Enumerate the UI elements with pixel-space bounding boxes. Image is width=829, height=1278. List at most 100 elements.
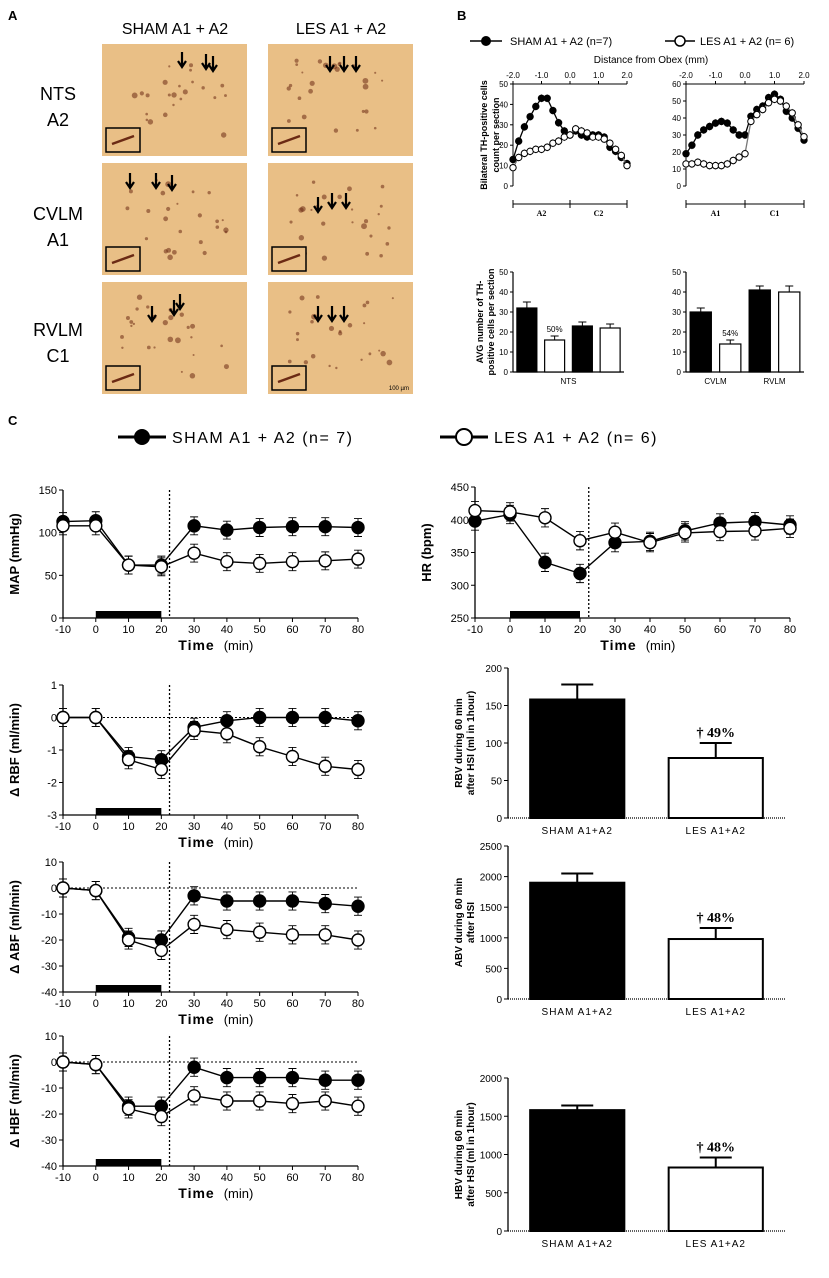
stained-cell	[379, 253, 383, 258]
stained-cell	[145, 118, 149, 122]
stained-cell	[215, 219, 219, 224]
c_abv-ytick-label: 0	[496, 995, 502, 1006]
c_map-xtick-label: 40	[221, 624, 233, 636]
c_hbv-category-label-0: SHAM A1+A2	[542, 1239, 613, 1250]
stained-cell	[153, 346, 156, 349]
b_profile_right-xtick-label: 1.0	[769, 71, 781, 80]
b_profile_right-point-1-7	[723, 160, 731, 168]
c_abf-xlabel-unit: (min)	[224, 1012, 254, 1027]
stained-cell	[166, 206, 171, 212]
arrow-marker	[339, 306, 349, 323]
stained-cell	[347, 186, 352, 192]
b_profile_right-point-1-19	[794, 121, 802, 129]
b_profile_right-xtick-label: -1.0	[709, 71, 723, 80]
stained-cell	[287, 359, 292, 364]
b_profile_right-ytick-label: 40	[672, 114, 681, 123]
c_hbf-point-1-2	[121, 1102, 136, 1116]
arrow-marker	[341, 193, 351, 210]
stained-cell	[299, 295, 305, 301]
b_profile_right-ytick-label: 20	[672, 148, 681, 157]
stained-cell	[180, 370, 183, 373]
arrow-marker	[327, 193, 337, 210]
c_abv-bar-0	[529, 881, 626, 1000]
b_profile_left-ylabel: Bilateral TH-positive cells	[479, 80, 489, 190]
b_profile_left-point-0-1	[515, 137, 523, 145]
c_hbf-point-0-4	[187, 1060, 201, 1074]
c_abv-category-label-0: SHAM A1+A2	[542, 1007, 613, 1018]
c_abv-ytick-label: 1500	[480, 903, 503, 914]
c_hbf-xlabel: Time	[178, 1185, 214, 1201]
stained-cell	[191, 80, 194, 84]
stained-cell	[380, 350, 386, 357]
stained-cell	[369, 234, 373, 238]
b_profile_left-point-1-13	[583, 129, 591, 137]
c_rbv-category-label-1: LES A1+A2	[686, 826, 746, 837]
c_hbv-ytick-label: 1000	[480, 1151, 503, 1162]
b_profile_right-point-1-10	[741, 150, 749, 158]
b_profile_right-point-0-10	[741, 131, 749, 139]
stained-cell	[335, 366, 338, 370]
inset-cell	[277, 372, 301, 384]
c_rbv-ylabel-2: after HSI (ml in 1hour)	[466, 691, 477, 795]
b_avg_right-ytick-label: 30	[672, 308, 681, 317]
b_profile_left-point-0-2	[520, 123, 529, 131]
c_rbf-point-1-8	[318, 759, 332, 773]
stained-cell	[197, 213, 202, 218]
c_hr-xtick-label: 60	[714, 624, 726, 636]
stained-cell	[179, 97, 183, 101]
c_hbf-xtick-label: 60	[286, 1172, 298, 1184]
c_rbf-ylabel: Δ RBF (ml/min)	[7, 703, 22, 797]
b_avg_left-ytick-label: 50	[499, 268, 508, 277]
c_abv-ytick-label: 2000	[480, 873, 503, 884]
b_avg_right-ytick-label: 10	[672, 348, 681, 357]
c_abf-ytick-label: 10	[45, 857, 57, 869]
c_map-xtick-label: 80	[352, 624, 364, 636]
c_rbf-point-1-4	[187, 723, 201, 738]
b_profile_right-region-label: C1	[770, 209, 780, 218]
b_profile_right-xtick-label: 2.0	[798, 71, 810, 80]
stained-cell	[163, 216, 169, 222]
stained-cell	[178, 84, 181, 88]
inset-cell	[277, 134, 301, 146]
c_rbf-point-1-9	[351, 762, 365, 777]
b_profile_left-region-label: C2	[594, 209, 604, 218]
c_map-xlabel-unit: (min)	[224, 638, 254, 653]
c_rbf-point-0-8	[318, 710, 332, 725]
c_hbf-point-0-9	[351, 1073, 365, 1087]
c_hr-xtick-label: 0	[507, 624, 513, 636]
stained-cell	[321, 221, 326, 226]
stained-cell	[361, 223, 367, 230]
b_profile_left-xtick-label: -2.0	[506, 71, 520, 80]
b_profile_right-point-1-12	[753, 110, 761, 119]
c_hr-xtick-label: 70	[749, 624, 761, 636]
legend-c-sham-label: SHAM A1 + A2 (n= 7)	[172, 430, 353, 447]
c_abv-bar-1	[667, 938, 764, 1000]
stained-cell	[286, 119, 291, 123]
stained-cell	[215, 225, 220, 229]
c_abf-xtick-label: 20	[155, 998, 167, 1010]
stained-cell	[363, 322, 366, 325]
c_map-xtick-label: 60	[286, 624, 298, 636]
b_avg_right-ytick-label: 0	[677, 368, 682, 377]
c_abf-point-1-4	[187, 917, 201, 932]
b_profile_right-point-1-16	[776, 97, 785, 105]
stained-cell	[167, 336, 174, 343]
c_hr-xtick-label: 10	[539, 624, 551, 636]
stained-cell	[321, 255, 328, 261]
stained-cell	[192, 353, 195, 357]
stained-cell	[295, 331, 300, 336]
b_profile_left-point-0-3	[526, 112, 534, 121]
c_map-point-0-5	[220, 523, 234, 537]
stained-cell	[207, 190, 211, 195]
c_map-series-line-0	[62, 519, 359, 566]
c_hbv-ylabel-2: after HSI (ml in 1hour)	[466, 1102, 477, 1206]
stained-cell	[355, 128, 359, 132]
stained-cell	[162, 112, 168, 118]
micro-row-label-a2: A2	[47, 110, 69, 130]
c_rbf-point-1-3	[154, 762, 169, 777]
c_hr-xtick-label: -10	[467, 624, 483, 636]
c_hbf-ytick-label: -30	[41, 1135, 57, 1147]
stained-cell	[182, 89, 188, 95]
c_hr-point-1-3	[573, 534, 587, 548]
c_rbv-ytick-label: 50	[491, 777, 503, 788]
